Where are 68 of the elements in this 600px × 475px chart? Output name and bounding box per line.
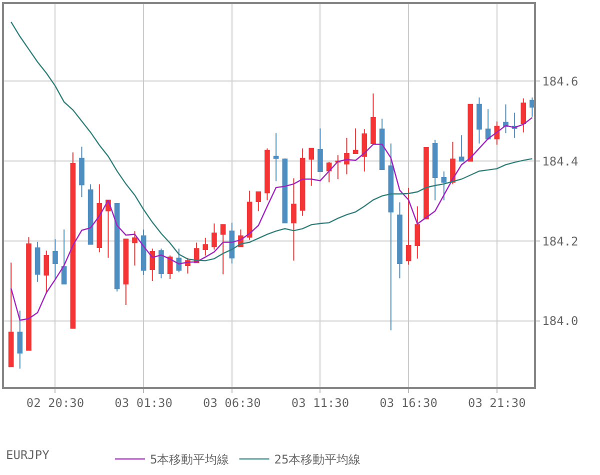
candlestick xyxy=(88,184,94,245)
candlestick xyxy=(503,104,508,134)
candlestick xyxy=(494,121,500,146)
candlestick xyxy=(370,93,376,144)
y-tick-label: 184.0 xyxy=(542,314,578,328)
y-tick-label: 184.4 xyxy=(542,154,578,168)
candlestick xyxy=(79,146,84,198)
line-series xyxy=(10,116,533,321)
candlestick xyxy=(300,148,306,216)
candlestick xyxy=(362,128,368,172)
candlestick xyxy=(397,202,402,279)
candlestick xyxy=(530,97,534,118)
candlestick xyxy=(476,97,482,144)
candlestick xyxy=(150,248,156,282)
candlestick xyxy=(432,139,438,201)
candlestick xyxy=(140,228,146,276)
candlestick xyxy=(308,148,314,186)
candlestick xyxy=(441,171,447,201)
candlestick xyxy=(17,310,23,370)
line-series xyxy=(10,21,533,262)
candlestick xyxy=(202,237,208,256)
candlestick xyxy=(256,191,262,212)
candlestick xyxy=(282,158,288,224)
candlestick xyxy=(458,134,464,162)
candlestick xyxy=(335,154,341,180)
x-tick-label: 03 11:30 xyxy=(291,396,350,410)
candlestick xyxy=(424,147,429,220)
candlestick xyxy=(114,203,120,292)
legend-label: 25本移動平均線 xyxy=(274,452,361,467)
candlestick xyxy=(273,132,279,182)
candlestick xyxy=(352,128,358,154)
candlestick xyxy=(158,248,164,279)
candlestick xyxy=(52,238,58,280)
legend-label: 5本移動平均線 xyxy=(150,452,230,467)
candlestick xyxy=(344,137,350,175)
candlestick xyxy=(8,262,14,368)
candlestick xyxy=(220,224,226,275)
candlestick xyxy=(468,104,474,162)
candlestick xyxy=(264,148,270,201)
candlestick xyxy=(132,230,138,266)
x-tick-label: 02 20:30 xyxy=(26,396,84,410)
candlestick xyxy=(61,228,67,284)
candlestick xyxy=(26,236,32,351)
candlestick xyxy=(229,222,235,264)
candlestick xyxy=(379,118,385,170)
candlestick xyxy=(44,250,50,294)
x-tick-label: 03 16:30 xyxy=(380,396,438,410)
x-tick-label: 03 21:30 xyxy=(468,396,526,410)
candlestick xyxy=(318,128,323,172)
candlestick xyxy=(388,143,394,331)
y-tick-label: 184.2 xyxy=(542,234,578,248)
candlestick xyxy=(34,241,40,282)
candlestick xyxy=(176,248,182,273)
candlestick xyxy=(414,206,420,260)
candlestick xyxy=(212,222,217,250)
candlestick xyxy=(246,190,252,240)
x-tick-label: 03 06:30 xyxy=(203,396,261,410)
candlestick xyxy=(291,178,296,262)
candlestick xyxy=(520,98,526,133)
candlestick xyxy=(326,161,332,183)
candlestick xyxy=(406,187,412,266)
candlestick xyxy=(123,238,129,306)
text: EURJPY xyxy=(6,448,50,462)
candlestick xyxy=(96,184,102,253)
candlestick xyxy=(70,152,76,329)
candlestick xyxy=(485,108,491,140)
x-tick-label: 03 01:30 xyxy=(114,396,172,410)
y-tick-label: 184.6 xyxy=(542,74,578,88)
